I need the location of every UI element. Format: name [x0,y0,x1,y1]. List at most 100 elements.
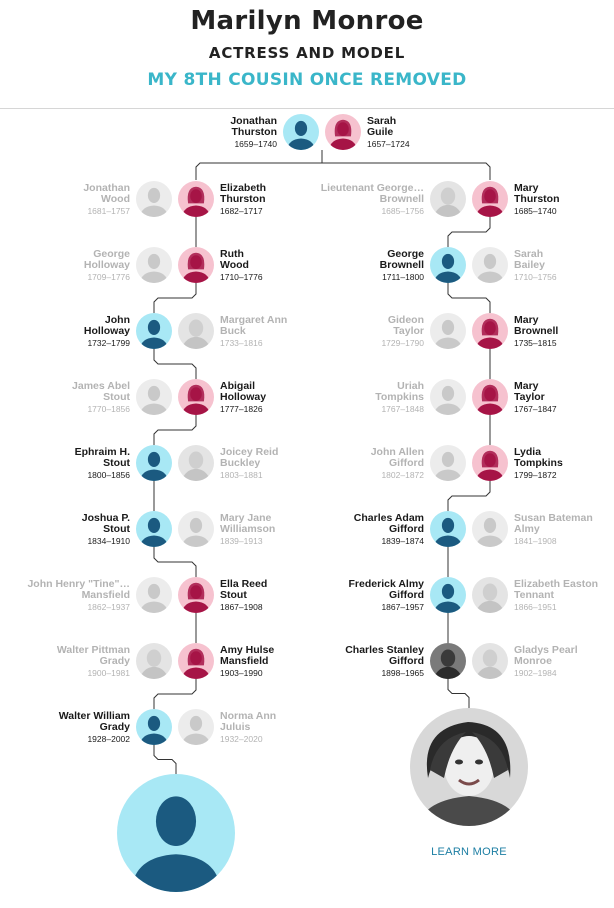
ancestor-avatar[interactable] [178,577,214,613]
spouse-avatar[interactable] [472,247,508,283]
spouse-avatar[interactable] [430,379,466,415]
person-label[interactable]: Charles Adam Gifford 1839–1874 [354,513,424,547]
ancestor-avatar[interactable] [430,511,466,547]
person-dates: 1710–1756 [514,272,557,282]
spouse-avatar[interactable] [178,313,214,349]
person-label[interactable]: Walter Pittman Grady 1900–1981 [57,645,130,679]
person-label[interactable]: Norma Ann Juluis 1932–2020 [220,711,276,745]
person-label[interactable]: John Allen Gifford 1802–1872 [371,447,424,481]
person-dates: 1867–1957 [381,602,424,612]
ancestor-avatar[interactable] [136,313,172,349]
spouse-avatar[interactable] [178,709,214,745]
ancestor-avatar[interactable] [472,379,508,415]
person-label[interactable]: John Henry "Tine"… Mansfield 1862–1937 [27,579,130,613]
spouse-avatar[interactable] [430,445,466,481]
person-label[interactable]: Mary Jane Williamson 1839–1913 [220,513,275,547]
person-label[interactable]: George Holloway 1709–1776 [84,249,130,283]
person-label[interactable]: Gladys Pearl Monroe 1902–1984 [514,645,578,679]
connector-line [447,679,470,708]
person-dates: 1903–1990 [220,668,263,678]
person-label[interactable]: Ella Reed Stout 1867–1908 [220,579,267,613]
person-label[interactable]: Jonathan Wood 1681–1757 [83,183,130,217]
person-name-line: Sarah [367,115,397,127]
connector-line [153,679,197,709]
ancestor-avatar[interactable] [136,511,172,547]
person-dates: 1681–1757 [87,206,130,216]
ancestor-avatar[interactable] [472,313,508,349]
spouse-avatar[interactable] [178,511,214,547]
person-name-line: Grady [99,721,130,733]
person-name-line: Mary [514,182,539,194]
spouse-avatar[interactable] [472,511,508,547]
spouse-avatar[interactable] [472,577,508,613]
person-label[interactable]: Sarah Bailey 1710–1756 [514,249,557,283]
person-label[interactable]: Jonathan Thurston 1659–1740 [230,116,277,150]
person-dates: 1770–1856 [87,404,130,414]
ancestor-avatar[interactable] [178,247,214,283]
person-name-line: Taylor [514,391,545,403]
ancestor-avatar[interactable] [178,643,214,679]
spouse-avatar[interactable] [136,181,172,217]
learn-more-link[interactable]: LEARN MORE [431,846,507,858]
person-label[interactable]: Elizabeth Thurston 1682–1717 [220,183,266,217]
person-name-line: Elizabeth Easton [514,578,599,590]
person-label[interactable]: Abigail Holloway 1777–1826 [220,381,266,415]
person-label[interactable]: Joshua P. Stout 1834–1910 [82,513,130,547]
page-subtitle: ACTRESS AND MODEL [208,44,406,62]
marilyn-monroe-photo[interactable] [410,708,528,826]
person-label[interactable]: Sarah Guile 1657–1724 [367,116,410,150]
person-name-line: Lydia [514,446,542,458]
spouse-avatar[interactable] [430,181,466,217]
ancestor-avatar[interactable] [136,445,172,481]
person-name-line: Brownell [379,193,424,205]
root-ancestor-avatar[interactable] [325,114,361,150]
spouse-avatar[interactable] [136,577,172,613]
connector-line [447,283,491,313]
spouse-avatar[interactable] [136,247,172,283]
person-name-line: Holloway [83,259,130,271]
person-dates: 1657–1724 [367,139,410,149]
person-name-line: Gifford [389,523,424,535]
spouse-avatar[interactable] [178,445,214,481]
ancestor-avatar[interactable] [178,379,214,415]
connector-line [153,349,197,379]
person-label[interactable]: Frederick Almy Gifford 1867–1957 [349,579,424,613]
person-dates: 1799–1872 [514,470,557,480]
person-label[interactable]: Elizabeth Easton Tennant 1866–1951 [514,579,598,613]
person-label[interactable]: Charles Stanley Gifford 1898–1965 [345,645,424,679]
spouse-avatar[interactable] [136,379,172,415]
person-name-line: Susan Bateman [514,512,593,524]
spouse-avatar[interactable] [472,643,508,679]
ancestor-avatar[interactable] [136,709,172,745]
ancestor-avatar[interactable] [430,247,466,283]
person-label[interactable]: George Brownell 1711–1800 [380,249,424,283]
person-label[interactable]: Amy Hulse Mansfield 1903–1990 [220,645,274,679]
person-label[interactable]: Mary Thurston 1685–1740 [514,183,560,217]
person-label[interactable]: Lieutenant George… Brownell 1685–1756 [321,183,424,217]
person-label[interactable]: Margaret Ann Buck 1733–1816 [220,315,287,349]
person-label[interactable]: Susan Bateman Almy 1841–1908 [514,513,593,547]
ancestor-avatar[interactable] [430,577,466,613]
person-label[interactable]: Uriah Tompkins 1767–1848 [375,381,424,415]
person-label[interactable]: Ruth Wood 1710–1776 [220,249,263,283]
ancestor-avatar[interactable] [178,181,214,217]
person-label[interactable]: Walter William Grady 1928–2002 [59,711,130,745]
person-label[interactable]: Joicey Reid Buckley 1803–1881 [220,447,278,481]
ancestor-avatar[interactable] [472,445,508,481]
person-label[interactable]: Lydia Tompkins 1799–1872 [514,447,563,481]
person-label[interactable]: Ephraim H. Stout 1800–1856 [75,447,130,481]
person-label[interactable]: James Abel Stout 1770–1856 [72,381,130,415]
root-ancestor-avatar[interactable] [283,114,319,150]
person-label[interactable]: Gideon Taylor 1729–1790 [381,315,424,349]
ancestor-avatar[interactable] [472,181,508,217]
spouse-avatar[interactable] [430,313,466,349]
person-label[interactable]: Mary Taylor 1767–1847 [514,381,557,415]
spouse-avatar[interactable] [136,643,172,679]
person-label[interactable]: Mary Brownell 1735–1815 [514,315,558,349]
person-name-line: Thurston [231,126,278,138]
relationship-label: MY 8TH COUSIN ONCE REMOVED [147,70,467,90]
person-label[interactable]: John Holloway 1732–1799 [84,315,130,349]
ancestor-avatar[interactable] [430,643,466,679]
person-name-line: Mary Jane [220,512,272,524]
